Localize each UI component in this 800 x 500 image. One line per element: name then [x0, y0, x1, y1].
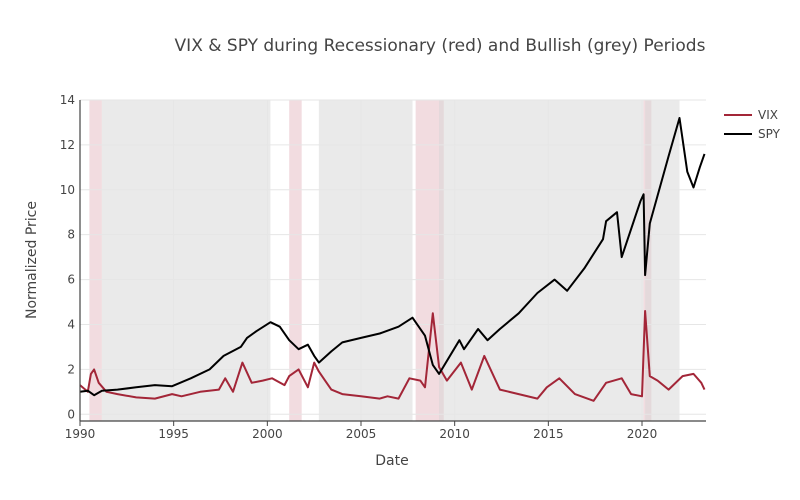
- x-tick-label: 1990: [65, 427, 96, 441]
- x-tick-label: 2010: [439, 427, 470, 441]
- x-axis-title: Date: [375, 453, 408, 469]
- x-tick-label: 2015: [533, 427, 564, 441]
- bullish-band: [439, 100, 644, 421]
- series-lines: [79, 117, 706, 402]
- legend-label: VIX: [758, 108, 778, 122]
- y-tick-label: 0: [67, 407, 75, 421]
- y-tick-label: 8: [67, 228, 75, 242]
- series-line-vix: [79, 310, 706, 402]
- y-axis-ticks: 0 2 4 6 8 10 12 14: [60, 93, 75, 421]
- y-tick-label: 2: [67, 362, 75, 376]
- y-tick-label: 14: [60, 93, 75, 107]
- y-tick-label: 4: [67, 317, 75, 331]
- legend-label: SPY: [758, 127, 781, 141]
- legend-item-spy[interactable]: SPY: [724, 127, 781, 141]
- legend[interactable]: VIX SPY: [724, 108, 781, 141]
- y-tick-label: 6: [67, 273, 75, 287]
- chart-title: VIX & SPY during Recessionary (red) and …: [175, 36, 706, 56]
- series-line-spy: [79, 117, 706, 397]
- y-axis-title: Normalized Price: [24, 201, 40, 319]
- y-tick-label: 12: [60, 138, 75, 152]
- shaded-periods: [89, 100, 680, 421]
- bullish-band: [645, 100, 680, 421]
- y-tick-label: 10: [60, 183, 75, 197]
- recession-band: [289, 100, 302, 421]
- x-tick-label: 1995: [158, 427, 189, 441]
- bullish-band: [101, 100, 271, 421]
- recession-band: [89, 100, 102, 421]
- x-tick-label: 2020: [627, 427, 658, 441]
- grid: [79, 99, 706, 421]
- legend-item-vix[interactable]: VIX: [724, 108, 778, 122]
- x-axis-ticks: 1990 1995 2000 2005 2010 2015 2020: [65, 421, 658, 441]
- bullish-band: [318, 100, 413, 421]
- x-tick-label: 2005: [346, 427, 377, 441]
- x-tick-label: 2000: [252, 427, 283, 441]
- axes: [79, 100, 706, 422]
